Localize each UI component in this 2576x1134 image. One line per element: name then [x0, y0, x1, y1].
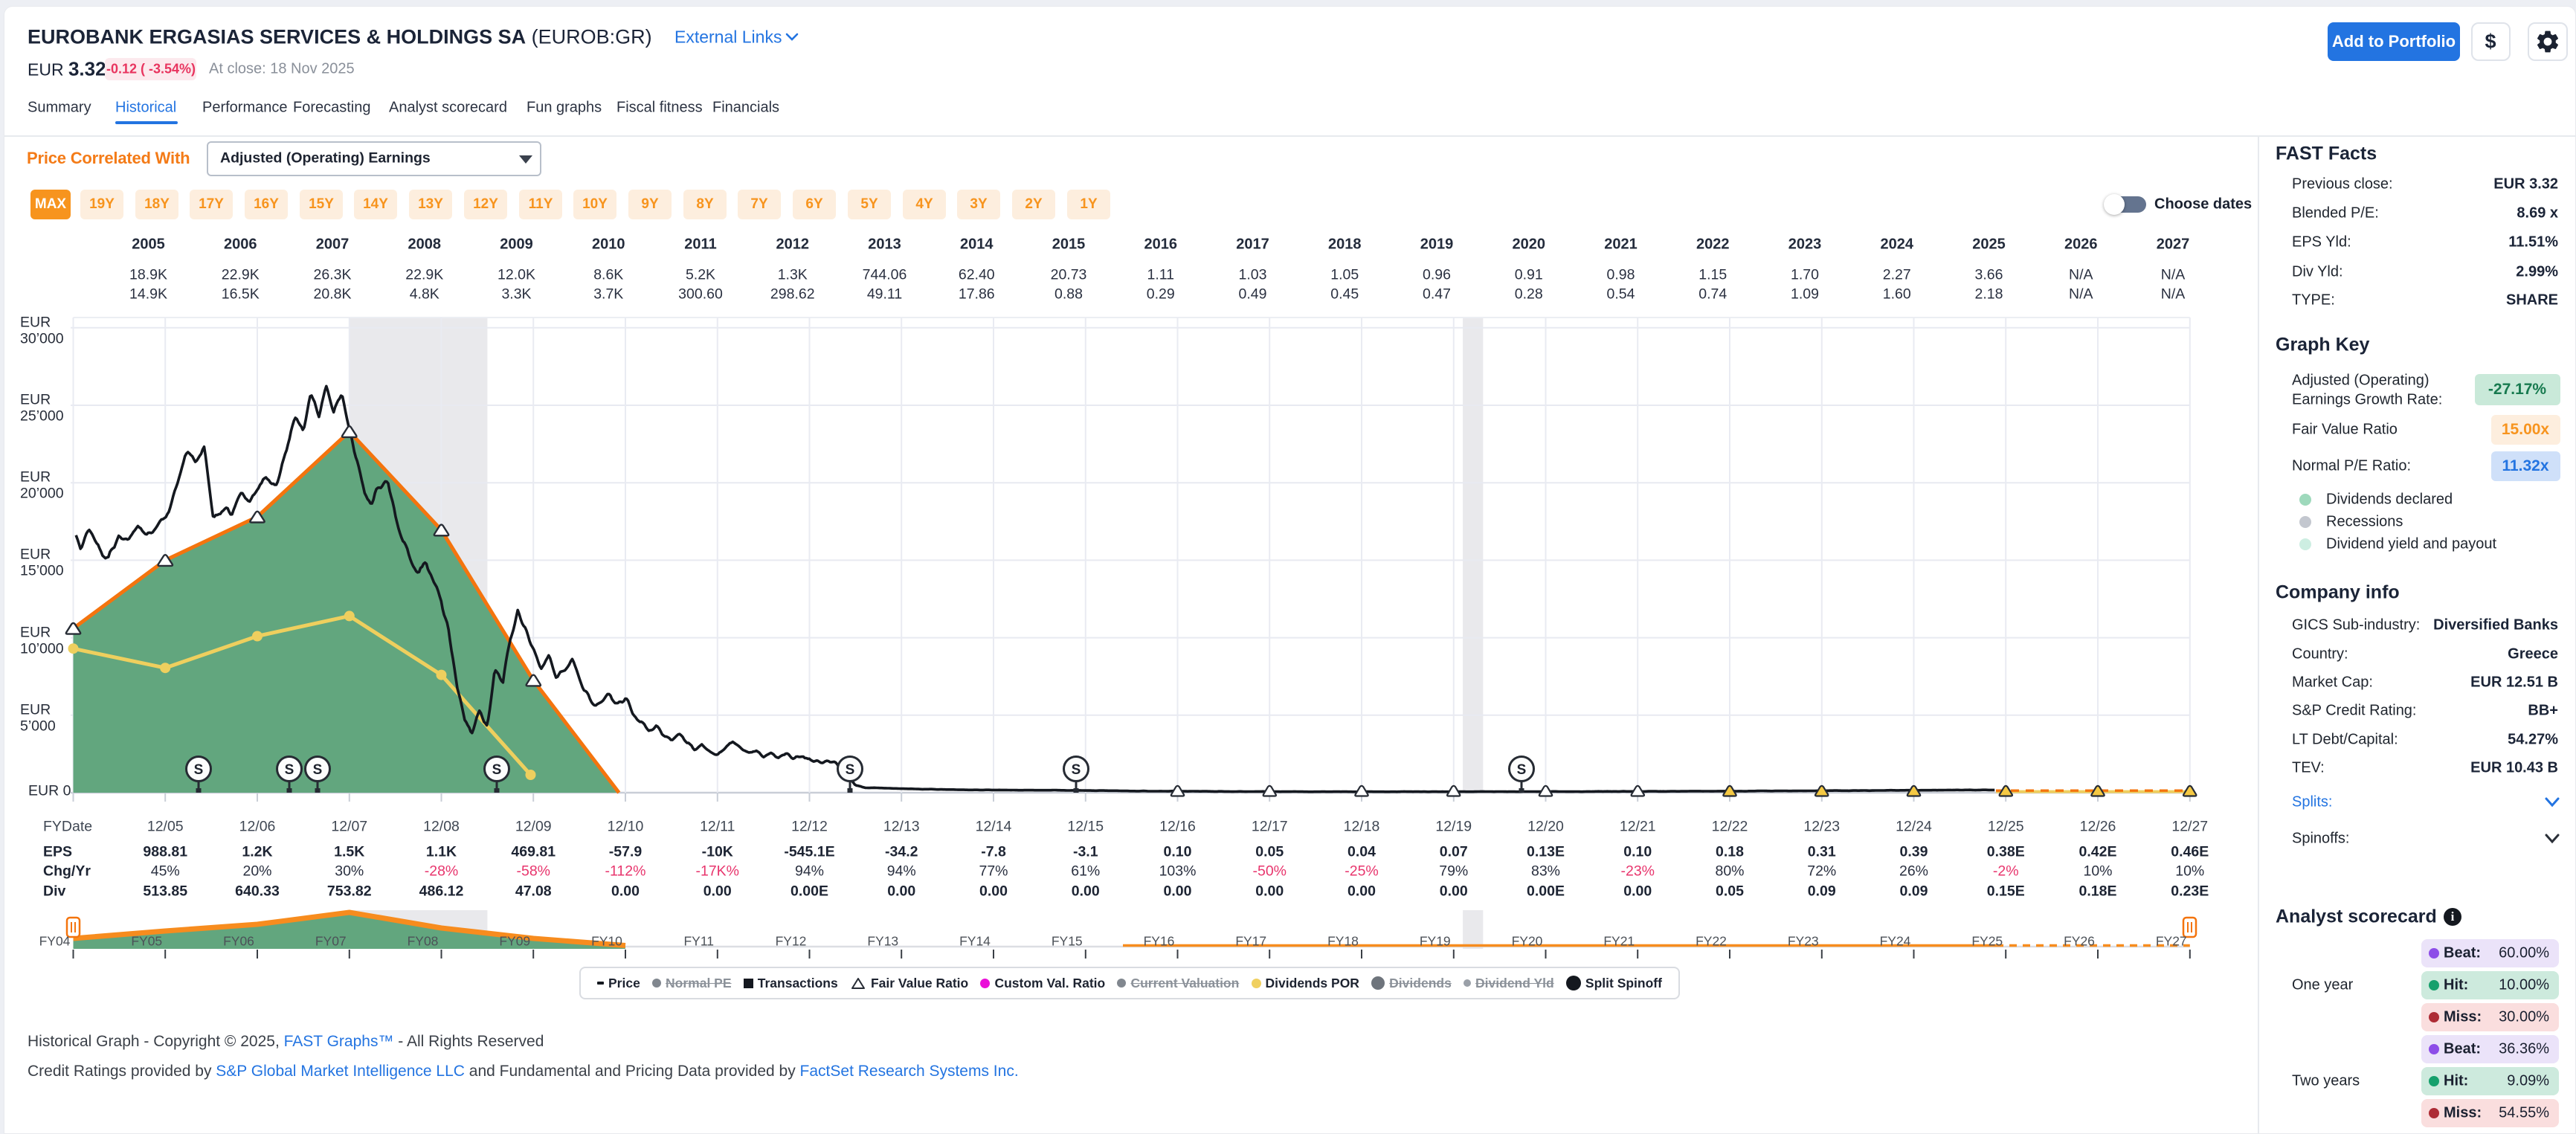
svg-text:S: S	[1517, 762, 1527, 778]
svg-text:S: S	[285, 762, 294, 778]
svg-text:S: S	[492, 762, 502, 778]
svg-text:S: S	[1072, 762, 1081, 778]
svg-text:S: S	[313, 762, 323, 778]
svg-text:S: S	[194, 762, 204, 778]
svg-text:S: S	[846, 762, 855, 778]
